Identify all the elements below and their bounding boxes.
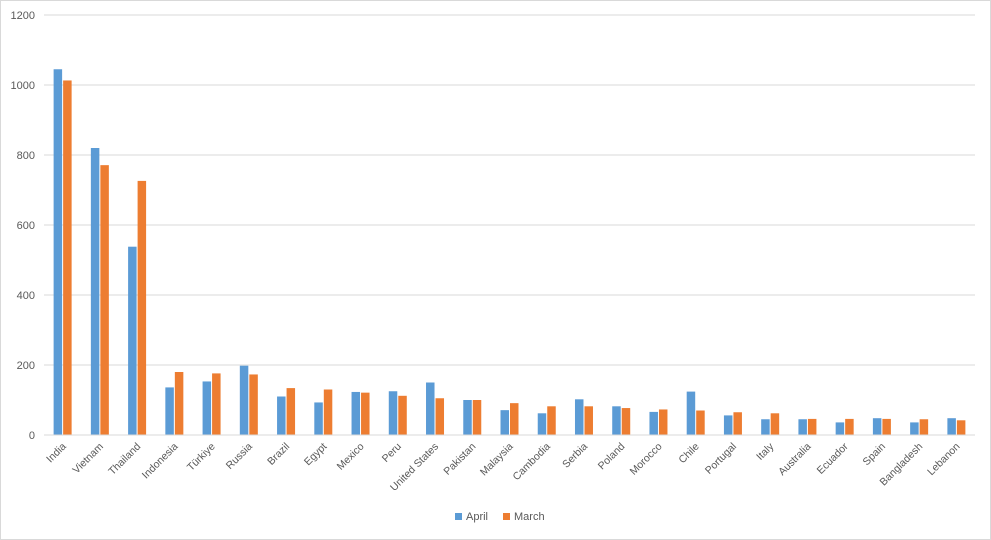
bar-march-indonesia [174,372,184,435]
bar-april-cambodia [537,413,547,435]
bar-april-pakistan [463,400,472,435]
x-tick-label: Portugal [703,441,739,477]
y-axis-ticks: 0 200 400 600 800 1000 1200 [11,10,35,442]
bar-march-ecuador [845,418,854,435]
bar-march-india [63,80,72,435]
bar-march-brazil [286,388,296,435]
y-tick-label: 200 [17,360,35,372]
bar-april-vietnam [90,148,100,435]
bars [53,69,966,435]
gridlines [44,14,975,366]
bar-march-pakistan [472,400,482,435]
bar-march-australia [807,418,817,435]
bar-march-chile [696,410,705,435]
bar-april-italy [761,419,770,435]
bar-april-lebanon [947,418,956,435]
bar-april-india [53,69,63,435]
x-tick-label: Russia [224,441,255,472]
y-tick-label: 600 [17,220,35,232]
bar-march-malaysia [510,403,519,435]
x-tick-label: Morocco [628,441,665,478]
y-tick-label: 1200 [11,10,35,22]
bar-april-egypt [314,402,323,435]
bar-march-egypt [323,389,333,435]
bar-march-mexico [361,392,370,435]
bar-march-peru [398,395,407,435]
x-tick-label: Indonesia [140,441,181,482]
bar-march-spain [882,418,891,435]
x-tick-label: Egypt [302,441,330,469]
x-tick-label: Cambodia [511,441,553,483]
legend-swatch-april [455,513,462,520]
x-tick-label: Italy [754,440,777,463]
bar-march-portugal [733,412,742,435]
bar-april-chile [686,391,696,435]
x-tick-label: Poland [596,441,628,473]
bar-april-thailand [128,246,137,435]
y-tick-label: 400 [17,290,35,302]
bar-april-malaysia [500,410,509,435]
legend-label-march: March [514,511,545,523]
bar-march-poland [621,408,631,435]
x-tick-label: Chile [676,441,702,467]
x-tick-label: Pakistan [441,441,478,478]
legend: April March [455,511,545,523]
y-tick-label: 800 [17,150,35,162]
x-tick-label: Vietnam [70,440,106,476]
bar-march-united-states [435,398,445,435]
bar-march-lebanon [956,420,966,435]
x-tick-label: Serbia [560,441,590,471]
x-tick-label: India [44,441,69,466]
x-tick-label: Mexico [335,441,367,473]
bar-april-indonesia [165,387,174,435]
bar-april-spain [872,418,882,435]
y-tick-label: 0 [29,430,35,442]
bar-march-italy [770,413,780,435]
bar-april-türkiye [202,381,212,435]
x-tick-label: Thailand [106,441,143,478]
bar-april-serbia [574,399,584,435]
x-tick-label: Malaysia [478,441,516,479]
bar-april-ecuador [835,422,845,435]
legend-label-april: April [466,511,488,523]
bar-april-brazil [277,396,286,435]
bar-april-mexico [351,391,361,435]
bar-march-türkiye [212,373,221,435]
bar-march-bangladesh [919,419,929,435]
x-tick-label: Peru [380,441,404,465]
x-tick-label: Australia [776,441,813,478]
bar-march-morocco [658,409,668,435]
bar-april-morocco [649,411,658,435]
x-tick-label: Türkiye [185,441,218,474]
bar-march-serbia [584,406,593,435]
y-tick-label: 1000 [11,80,35,92]
legend-swatch-march [503,513,510,520]
bar-april-peru [388,391,398,435]
bar-march-thailand [137,180,147,435]
x-tick-label: Lebanon [925,441,963,479]
bar-march-cambodia [547,406,556,435]
x-tick-label: Ecuador [815,440,851,476]
x-tick-label: Spain [861,441,889,469]
bar-april-united-states [426,382,435,435]
x-tick-label: Brazil [265,441,292,468]
bar-april-australia [798,419,807,435]
bar-march-russia [249,374,258,435]
bar-april-poland [612,406,621,435]
bar-april-bangladesh [910,422,919,435]
bar-april-russia [239,365,249,435]
bar-march-vietnam [100,165,109,435]
bar-april-portugal [723,415,733,435]
